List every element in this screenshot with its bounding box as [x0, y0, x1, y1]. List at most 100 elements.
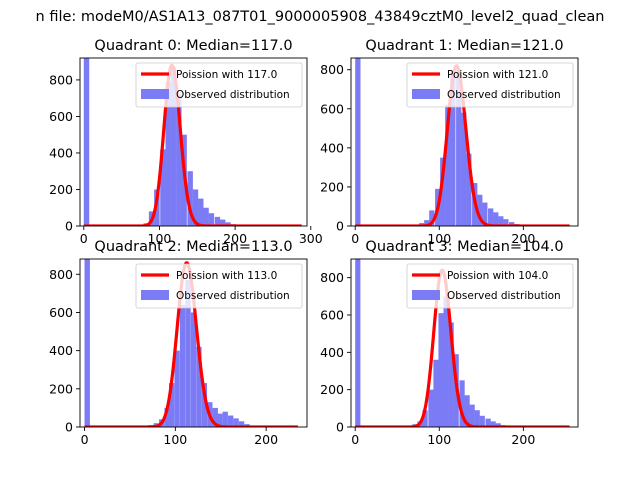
histogram-bar — [219, 219, 226, 226]
legend-label-observed: Observed distribution — [176, 290, 290, 302]
histogram-bar — [440, 157, 446, 226]
histogram-bar — [203, 207, 209, 226]
x-tick-label: 200 — [511, 432, 535, 447]
histogram-bar — [201, 383, 208, 427]
histogram-bar — [485, 418, 491, 427]
legend-label-poisson: Poission with 117.0 — [176, 69, 277, 81]
legend-label-poisson: Poission with 104.0 — [447, 270, 548, 282]
panel-title: Quadrant 1: Median=121.0 — [365, 38, 563, 54]
poisson-curve — [82, 63, 303, 226]
legend-box — [406, 263, 574, 309]
histogram-bar — [160, 149, 166, 226]
y-tick-label: 600 — [49, 305, 73, 320]
histogram-bar — [469, 404, 475, 427]
histogram-bar — [433, 359, 439, 427]
y-tick-label: 800 — [49, 267, 73, 282]
histogram-bar — [482, 202, 488, 226]
legend-swatch-bars — [141, 290, 169, 300]
y-tick-label: 200 — [320, 179, 344, 194]
x-tick-label: 0 — [81, 432, 89, 447]
legend-label-observed: Observed distribution — [447, 89, 561, 101]
y-tick-label: 200 — [49, 381, 73, 396]
histogram-bar — [176, 94, 182, 226]
y-tick-label: 800 — [320, 270, 344, 285]
x-tick-label: 200 — [223, 231, 247, 246]
histogram-bar — [208, 213, 215, 226]
legend-box — [135, 62, 303, 108]
y-tick-label: 800 — [320, 62, 344, 77]
y-tick-label: 200 — [320, 382, 344, 397]
x-tick-label: 0 — [351, 432, 359, 447]
histogram-bar — [495, 423, 501, 427]
histogram-bar — [238, 421, 245, 427]
y-tick-label: 600 — [49, 109, 73, 124]
legend-swatch-bars — [412, 89, 440, 99]
histogram-bar — [479, 415, 485, 427]
legend: Poission with 121.0 Observed distribution — [406, 62, 574, 108]
histogram-bar — [509, 222, 515, 226]
histogram-bar — [222, 411, 228, 427]
histogram-bar — [174, 350, 180, 427]
x-tick-label: 200 — [254, 432, 278, 447]
histogram-bar — [474, 410, 480, 427]
x-tick-label: 0 — [80, 231, 88, 246]
legend-swatch-bars — [412, 290, 440, 300]
histogram-bar — [164, 407, 170, 427]
histogram-bar — [503, 219, 509, 226]
y-tick-label: 0 — [65, 219, 73, 234]
quadrant-panel-0: 0 100 200 300 0 200 400 600 800 Quadrant 0: Media… — [49, 38, 323, 246]
y-tick-label: 200 — [49, 182, 73, 197]
histogram-bar — [459, 380, 465, 427]
histogram-bar — [428, 389, 434, 427]
panel-title: Quadrant 2: Median=113.0 — [94, 239, 292, 255]
x-tick-label: 100 — [163, 432, 187, 447]
histogram-bar — [196, 346, 202, 427]
quadrant-panel-1: 0 100 200 0 200 400 600 800 Quadrant 1: Median=1… — [320, 38, 579, 246]
histogram-bar — [192, 189, 199, 226]
histogram-bar — [450, 73, 456, 226]
histogram-bar — [466, 153, 472, 226]
histogram-bar — [422, 410, 428, 427]
y-tick-label: 600 — [320, 308, 344, 323]
histogram-bar — [179, 304, 186, 427]
x-tick-label: 100 — [427, 231, 451, 246]
histogram-bar — [198, 198, 204, 226]
y-tick-label: 600 — [320, 101, 344, 116]
histogram-bar — [477, 194, 483, 226]
histogram-bar — [448, 322, 454, 427]
histogram-bar — [456, 69, 462, 226]
histogram-bar — [355, 58, 361, 226]
histogram-bar — [214, 216, 221, 226]
y-tick-label: 0 — [336, 219, 344, 234]
y-tick-label: 400 — [49, 343, 73, 358]
histogram-bar — [493, 212, 499, 226]
histogram-bar — [461, 112, 467, 226]
histogram-bar — [429, 210, 435, 226]
poisson-curve — [354, 268, 571, 427]
y-tick-label: 800 — [49, 72, 73, 87]
histogram-bar — [355, 259, 361, 427]
legend-box — [135, 263, 303, 309]
histogram-bar — [228, 415, 234, 427]
legend-label-observed: Observed distribution — [176, 89, 290, 101]
y-tick-label: 400 — [320, 345, 344, 360]
histogram-bar — [233, 418, 239, 427]
quadrant-panel-2: 0 100 200 0 200 400 600 800 Quadrant 2: Median=1… — [49, 239, 308, 447]
axes-frame — [79, 258, 308, 428]
histogram-bar — [84, 259, 90, 427]
histogram-bar — [170, 67, 177, 226]
legend: Poission with 104.0 Observed distribution — [406, 263, 574, 309]
panel-title: Quadrant 3: Median=104.0 — [365, 239, 563, 255]
x-tick-label: 300 — [299, 231, 323, 246]
figure-suptitle: n file: modeM0/AS1A13_087T01_9000005908_… — [36, 9, 605, 25]
axes-frame — [79, 57, 308, 227]
histogram-bar — [225, 222, 231, 226]
x-tick-label: 0 — [351, 231, 359, 246]
histogram-bar — [424, 220, 430, 226]
panel-title: Quadrant 0: Median=117.0 — [94, 38, 292, 54]
legend-box — [406, 62, 574, 108]
axes-frame — [350, 57, 579, 227]
x-tick-label: 100 — [427, 432, 451, 447]
histogram-bar — [445, 104, 451, 226]
